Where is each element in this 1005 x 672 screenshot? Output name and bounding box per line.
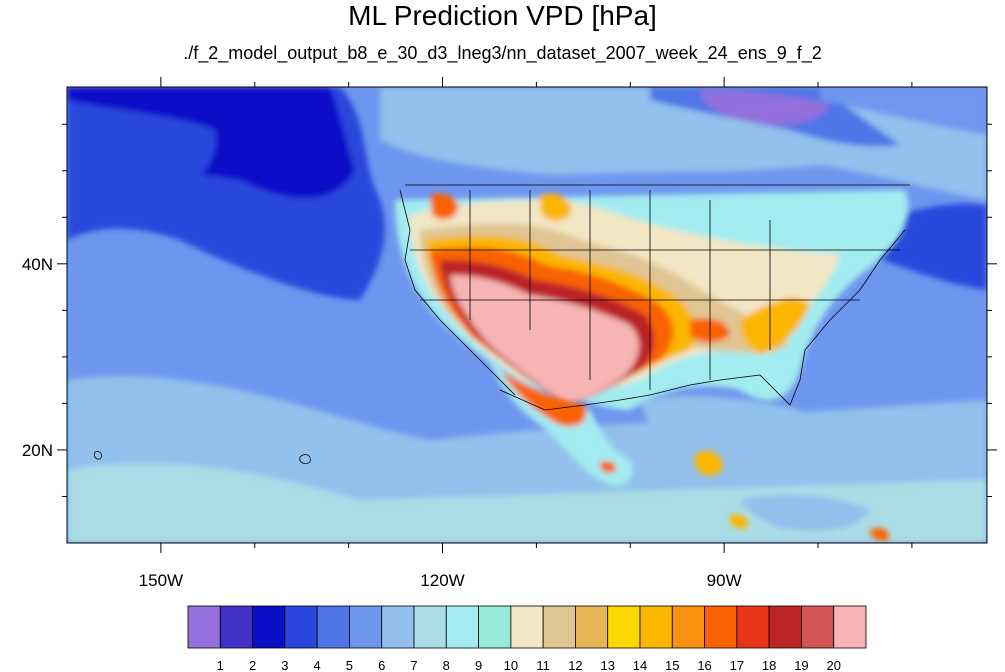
colorbar-swatch — [381, 605, 415, 649]
colorbar-swatch — [187, 605, 221, 649]
colorbar-label: 3 — [281, 658, 288, 672]
lat-tick-label: 20N — [22, 441, 53, 460]
map-frame — [66, 86, 988, 544]
colorbar-label: 19 — [794, 658, 808, 672]
map-plot-area — [67, 87, 987, 543]
colorbar-label: 20 — [826, 658, 840, 672]
longitude-labels: 150W 120W 90W — [139, 571, 742, 590]
colorbar-swatch — [478, 605, 512, 649]
colorbar-swatch — [316, 605, 350, 649]
colorbar-swatch — [607, 605, 641, 649]
colorbar-swatch — [639, 605, 673, 649]
colorbar-label: 9 — [475, 658, 482, 672]
colorbar-label: 8 — [443, 658, 450, 672]
colorbar-swatch — [542, 605, 576, 649]
colorbar — [187, 605, 867, 649]
colorbar-label: 13 — [600, 658, 614, 672]
coastline-lines — [93, 184, 910, 465]
colorbar-label: 15 — [665, 658, 679, 672]
colorbar-swatch — [413, 605, 447, 649]
colorbar-swatch — [252, 605, 286, 649]
lon-tick-label: 90W — [707, 571, 742, 590]
colorbar-labels: 1 2 3 4 5 6 7 8 9 10 11 12 13 14 15 16 17 18 19 20 — [217, 658, 841, 672]
colorbar-label: 12 — [568, 658, 582, 672]
colorbar-swatch — [575, 605, 609, 649]
colorbar-swatch — [801, 605, 835, 649]
page-title: ML Prediction VPD [hPa] — [348, 0, 657, 31]
colorbar-label: 1 — [217, 658, 224, 672]
lon-tick-label: 150W — [139, 571, 183, 590]
colorbar-label: 18 — [762, 658, 776, 672]
colorbar-swatch — [704, 605, 738, 649]
colorbar-label: 10 — [504, 658, 518, 672]
lon-tick-label: 120W — [420, 571, 464, 590]
axis-ticks — [57, 77, 997, 553]
plot-subtitle: ./f_2_model_output_b8_e_30_d3_lneg3/nn_d… — [183, 43, 822, 63]
colorbar-swatch — [833, 605, 867, 649]
colorbar-label: 17 — [730, 658, 744, 672]
colorbar-label: 7 — [410, 658, 417, 672]
colorbar-label: 6 — [378, 658, 385, 672]
latitude-labels: 40N 20N — [22, 255, 53, 460]
colorbar-swatch — [284, 605, 318, 649]
colorbar-swatch — [768, 605, 802, 649]
colorbar-swatch — [219, 605, 253, 649]
colorbar-label: 5 — [346, 658, 353, 672]
colorbar-label: 16 — [697, 658, 711, 672]
colorbar-swatch — [445, 605, 479, 649]
colorbar-label: 11 — [536, 658, 550, 672]
colorbar-label: 14 — [633, 658, 647, 672]
colorbar-swatch — [510, 605, 544, 649]
colorbar-swatch — [349, 605, 383, 649]
lat-tick-label: 40N — [22, 255, 53, 274]
colorbar-label: 4 — [314, 658, 321, 672]
colorbar-swatch — [671, 605, 705, 649]
colorbar-swatch — [736, 605, 770, 649]
colorbar-label: 2 — [249, 658, 256, 672]
